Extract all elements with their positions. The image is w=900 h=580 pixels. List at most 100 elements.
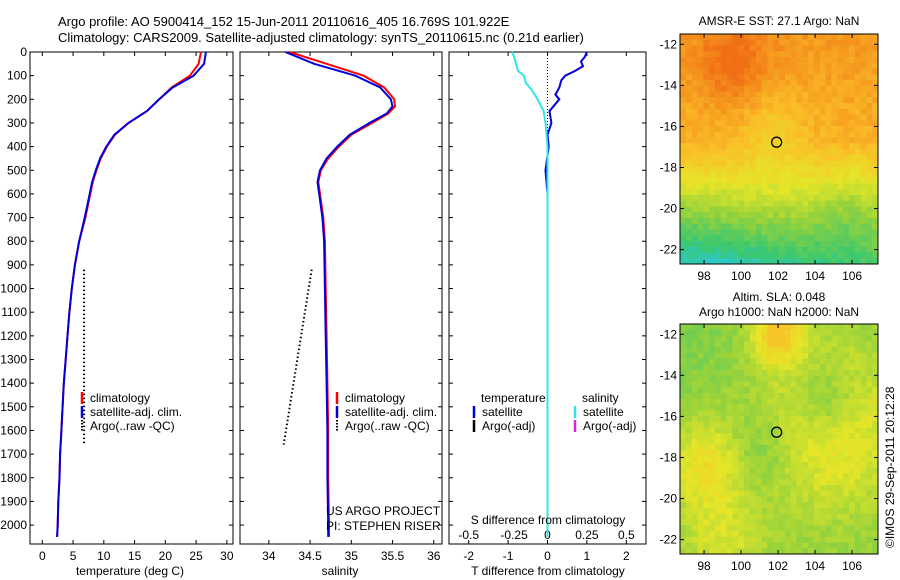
sst-cell: [732, 200, 739, 208]
sla-cell: [744, 508, 751, 515]
sla-cell: [784, 375, 792, 383]
sla-cell: [872, 479, 878, 486]
sla-cell: [843, 485, 850, 492]
sst-cell: [790, 74, 798, 81]
sla-cell: [749, 473, 757, 480]
sla-cell: [831, 347, 838, 354]
sla-cell: [808, 421, 815, 429]
sst-cell: [697, 172, 704, 179]
sla-cell: [773, 370, 780, 377]
sst-cell: [680, 218, 687, 225]
sla-cell: [680, 513, 687, 521]
sst-cell: [872, 57, 878, 64]
sst-cell: [714, 39, 722, 47]
sla-cell: [714, 352, 722, 360]
sla-cell: [680, 456, 687, 463]
sla-cell: [866, 513, 873, 521]
sla-cell: [796, 508, 803, 515]
sla-cell: [831, 358, 838, 365]
sst-cell: [720, 131, 728, 139]
sla-cell: [767, 387, 774, 394]
sst-cell: [872, 45, 878, 52]
sst-cell: [761, 149, 768, 156]
sla-cell: [738, 433, 745, 440]
sla-cell: [761, 450, 768, 457]
depth-tick-label: 1900: [0, 494, 27, 508]
sst-cell: [709, 34, 716, 41]
sst-cell: [697, 68, 704, 75]
sst-cell: [761, 195, 768, 202]
sla-cell: [697, 519, 704, 526]
sla-cell: [779, 542, 786, 549]
sla-cell: [744, 485, 751, 492]
sst-cell: [790, 108, 798, 116]
sla-cell: [744, 502, 751, 509]
sla-cell: [808, 479, 815, 486]
sla-cell: [790, 358, 798, 365]
sst-cell: [761, 258, 768, 264]
sst-cell: [819, 45, 827, 52]
sla-cell: [784, 531, 792, 538]
sla-cell: [843, 347, 850, 354]
sst-cell: [709, 218, 716, 225]
sla-cell: [720, 375, 728, 383]
sst-cell: [703, 103, 710, 110]
sla-cell: [761, 508, 768, 515]
sst-cell: [714, 97, 722, 104]
sst-cell: [837, 246, 844, 254]
sst-cell: [691, 97, 699, 104]
sla-cell: [808, 358, 815, 365]
sla-cell: [808, 375, 815, 383]
sla-cell: [726, 364, 734, 371]
sla-cell: [784, 479, 792, 486]
sst-cell: [738, 246, 745, 254]
sla-cell: [872, 375, 878, 383]
sla-cell: [848, 433, 856, 440]
sst-cell: [790, 246, 798, 254]
sla-cell: [680, 485, 687, 492]
sla-cell: [813, 370, 821, 377]
sst-cell: [779, 143, 786, 150]
sst-cell: [872, 103, 878, 110]
sst-cell: [790, 91, 798, 98]
sla-cell: [866, 347, 873, 354]
sla-cell: [860, 519, 867, 526]
sla-cell: [761, 467, 768, 475]
sst-cell: [714, 85, 722, 93]
sla-cell: [866, 536, 873, 544]
sst-cell: [854, 206, 862, 213]
sla-cell: [843, 427, 850, 434]
sla-cell: [854, 404, 862, 411]
sst-cell: [767, 74, 774, 81]
salinity-axis-label: salinity: [322, 564, 359, 578]
sst-cell: [808, 189, 815, 196]
sla-cell: [831, 444, 838, 452]
sla-cell: [848, 410, 856, 417]
sst-cell: [825, 149, 833, 156]
sst-cell: [843, 120, 850, 127]
sst-cell: [680, 143, 687, 150]
sst-cell: [749, 258, 757, 264]
sst-cell: [726, 183, 734, 190]
x-tick-label: 0: [39, 549, 46, 563]
sla-cell: [767, 496, 774, 503]
sst-cell: [790, 241, 798, 248]
map-lon-label: 104: [805, 559, 825, 573]
sst-cell: [843, 68, 850, 75]
sst-cell: [843, 154, 850, 162]
sst-cell: [866, 114, 873, 121]
sla-cell: [767, 427, 774, 434]
sst-cell: [703, 241, 710, 248]
sst-cell: [784, 200, 792, 208]
sla-cell: [749, 375, 757, 383]
sla-cell: [744, 479, 751, 486]
sla-cell: [837, 427, 844, 434]
sst-cell: [714, 51, 722, 58]
sla-cell: [837, 490, 844, 498]
sla-cell: [808, 335, 815, 342]
sst-cell: [680, 74, 687, 81]
sst-cell: [831, 120, 838, 127]
sst-cell: [848, 246, 856, 254]
sla-cell: [872, 410, 878, 417]
sst-cell: [703, 235, 710, 242]
